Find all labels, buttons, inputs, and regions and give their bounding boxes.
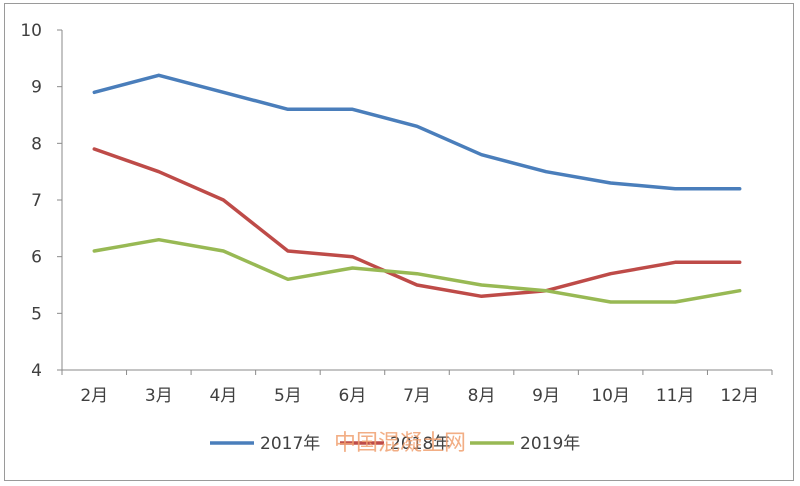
series-line-3: [92, 237, 742, 304]
x-tick-label: 8月: [468, 386, 496, 406]
series-layer: [92, 73, 742, 304]
y-tick-label: 5: [31, 304, 42, 324]
x-tick-label: 5月: [274, 386, 302, 406]
y-tick-label: 4: [31, 361, 42, 381]
x-tick-label: 2月: [80, 386, 108, 406]
x-tick-label: 6月: [339, 386, 367, 406]
series-line-1: [92, 73, 742, 191]
x-tick-label: 7月: [403, 386, 431, 406]
x-tick-label: 10月: [591, 386, 630, 406]
y-tick-label: 10: [20, 21, 42, 41]
watermark-text: 中国混凝土网: [334, 431, 466, 456]
legend-label-1: 2017年: [260, 434, 320, 454]
legend-label-2: 2018年: [390, 434, 450, 454]
y-tick-label: 9: [31, 78, 42, 98]
y-tick-label: 8: [31, 134, 42, 154]
y-tick-label: 7: [31, 191, 42, 211]
y-tick-label: 6: [31, 248, 42, 268]
x-tick-label: 12月: [720, 386, 759, 406]
tick-labels: 4 5 6 7 8 9 10 2月 3月 4月 5月 6月 7月 8月 9月 10月 11月 12月: [20, 21, 759, 406]
legend: 2017年 2018年 2019年: [210, 434, 580, 454]
series-line-2: [92, 147, 742, 299]
chart-axes: [57, 29, 773, 375]
x-tick-label: 4月: [209, 386, 237, 406]
x-tick-label: 11月: [656, 386, 695, 406]
x-tick-label: 3月: [145, 386, 173, 406]
legend-label-3: 2019年: [520, 434, 580, 454]
x-tick-label: 9月: [532, 386, 560, 406]
